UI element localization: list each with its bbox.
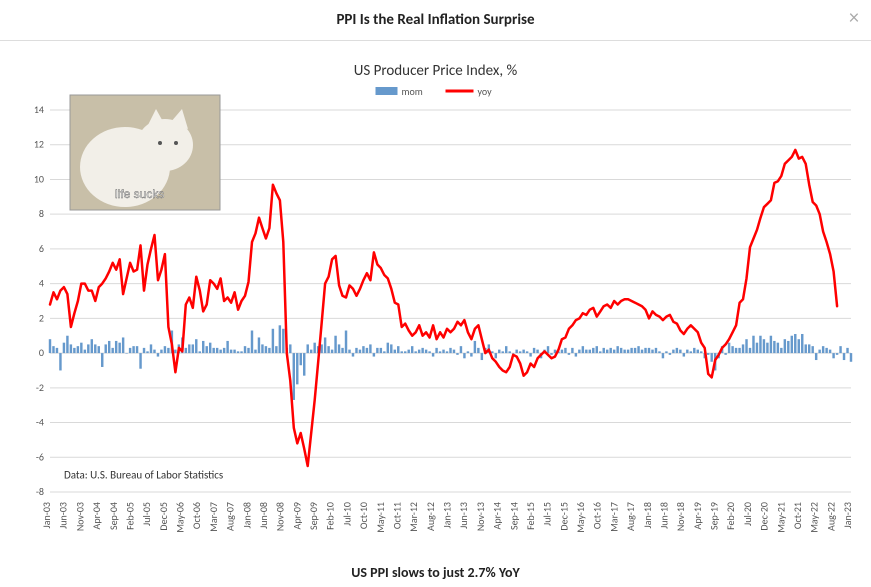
svg-text:10: 10 — [34, 172, 44, 185]
modal-title: PPI Is the Real Inflation Surprise — [336, 11, 534, 29]
svg-text:6: 6 — [39, 242, 44, 255]
svg-text:Dec-20: Dec-20 — [758, 502, 771, 531]
svg-text:Aug-17: Aug-17 — [624, 502, 637, 531]
svg-text:May-22: May-22 — [808, 502, 821, 533]
svg-text:Nov-18: Nov-18 — [674, 502, 687, 531]
svg-text:Oct-16: Oct-16 — [591, 502, 604, 529]
svg-text:Nov-08: Nov-08 — [274, 502, 287, 531]
svg-text:Apr-14: Apr-14 — [491, 502, 504, 529]
svg-text:Jun-18: Jun-18 — [657, 502, 670, 529]
svg-text:Aug-22: Aug-22 — [824, 502, 837, 531]
svg-text:Aug-07: Aug-07 — [224, 502, 237, 531]
svg-text:May-16: May-16 — [574, 502, 587, 533]
svg-text:Jan-03: Jan-03 — [40, 502, 53, 528]
svg-text:Jan-08: Jan-08 — [240, 502, 253, 528]
svg-text:Oct-06: Oct-06 — [190, 502, 203, 529]
svg-text:Sep-14: Sep-14 — [507, 502, 520, 530]
svg-text:Sep-04: Sep-04 — [107, 502, 120, 530]
svg-text:Jun-03: Jun-03 — [57, 502, 70, 529]
svg-text:4: 4 — [39, 277, 44, 290]
svg-text:Nov-03: Nov-03 — [73, 502, 86, 531]
ppi-chart: US Producer Price Index, % mom yoy -8 -6 -4 -2… — [10, 55, 861, 552]
svg-text:Jan-13: Jan-13 — [441, 502, 454, 528]
svg-text:Aug-12: Aug-12 — [424, 502, 437, 531]
svg-text:Apr-19: Apr-19 — [691, 502, 704, 529]
svg-text:Jul-20: Jul-20 — [741, 502, 754, 526]
svg-text:-8: -8 — [36, 485, 44, 498]
chart-title: US Producer Price Index, % — [354, 62, 518, 80]
svg-text:12: 12 — [34, 138, 44, 151]
svg-text:-4: -4 — [36, 416, 44, 429]
svg-text:Oct-10: Oct-10 — [357, 502, 370, 529]
svg-text:-6: -6 — [36, 450, 44, 463]
svg-text:Jan-18: Jan-18 — [641, 502, 654, 528]
svg-text:Jul-15: Jul-15 — [541, 502, 554, 526]
svg-text:Jun-13: Jun-13 — [457, 502, 470, 529]
svg-text:Jan-23: Jan-23 — [841, 502, 854, 528]
svg-text:Dec-05: Dec-05 — [157, 502, 170, 531]
svg-text:Jul-05: Jul-05 — [140, 502, 153, 526]
footer-caption: US PPI slows to just 2.7% YoY — [0, 564, 871, 581]
legend: mom yoy — [376, 85, 493, 98]
svg-text:Dec-15: Dec-15 — [557, 502, 570, 531]
inset-image: life sucks — [70, 95, 220, 210]
svg-text:2: 2 — [39, 311, 44, 324]
modal-header: PPI Is the Real Inflation Surprise × — [0, 0, 871, 41]
svg-text:Sep-19: Sep-19 — [708, 502, 721, 530]
svg-text:Jun-08: Jun-08 — [257, 502, 270, 529]
svg-text:Apr-09: Apr-09 — [290, 502, 303, 529]
close-icon[interactable]: × — [849, 8, 859, 28]
svg-text:Oct-21: Oct-21 — [791, 502, 804, 529]
svg-text:14: 14 — [34, 103, 44, 116]
svg-text:May-21: May-21 — [774, 502, 787, 533]
svg-text:8: 8 — [39, 207, 44, 220]
svg-text:Sep-09: Sep-09 — [307, 502, 320, 530]
svg-text:-2: -2 — [36, 381, 44, 394]
svg-text:May-06: May-06 — [174, 502, 187, 533]
svg-text:Oct-11: Oct-11 — [390, 502, 403, 529]
svg-text:Nov-13: Nov-13 — [474, 502, 487, 531]
svg-text:Mar-12: Mar-12 — [407, 502, 420, 532]
svg-text:Apr-04: Apr-04 — [90, 502, 103, 529]
svg-text:yoy: yoy — [478, 85, 493, 98]
svg-text:Feb-20: Feb-20 — [724, 502, 737, 530]
svg-text:May-11: May-11 — [374, 502, 387, 533]
chart-container: US Producer Price Index, % mom yoy -8 -6 -4 -2… — [10, 55, 861, 552]
svg-text:Feb-10: Feb-10 — [324, 502, 337, 530]
svg-text:0: 0 — [39, 346, 44, 359]
svg-text:Jul-10: Jul-10 — [340, 502, 353, 526]
svg-text:Mar-07: Mar-07 — [207, 502, 220, 532]
svg-text:Feb-05: Feb-05 — [123, 502, 136, 530]
svg-text:life sucks: life sucks — [115, 187, 164, 201]
svg-text:Mar-17: Mar-17 — [607, 502, 620, 532]
svg-text:Feb-15: Feb-15 — [524, 502, 537, 530]
svg-text:mom: mom — [402, 85, 423, 98]
source-note: Data: U.S. Bureau of Labor Statistics — [64, 469, 223, 482]
